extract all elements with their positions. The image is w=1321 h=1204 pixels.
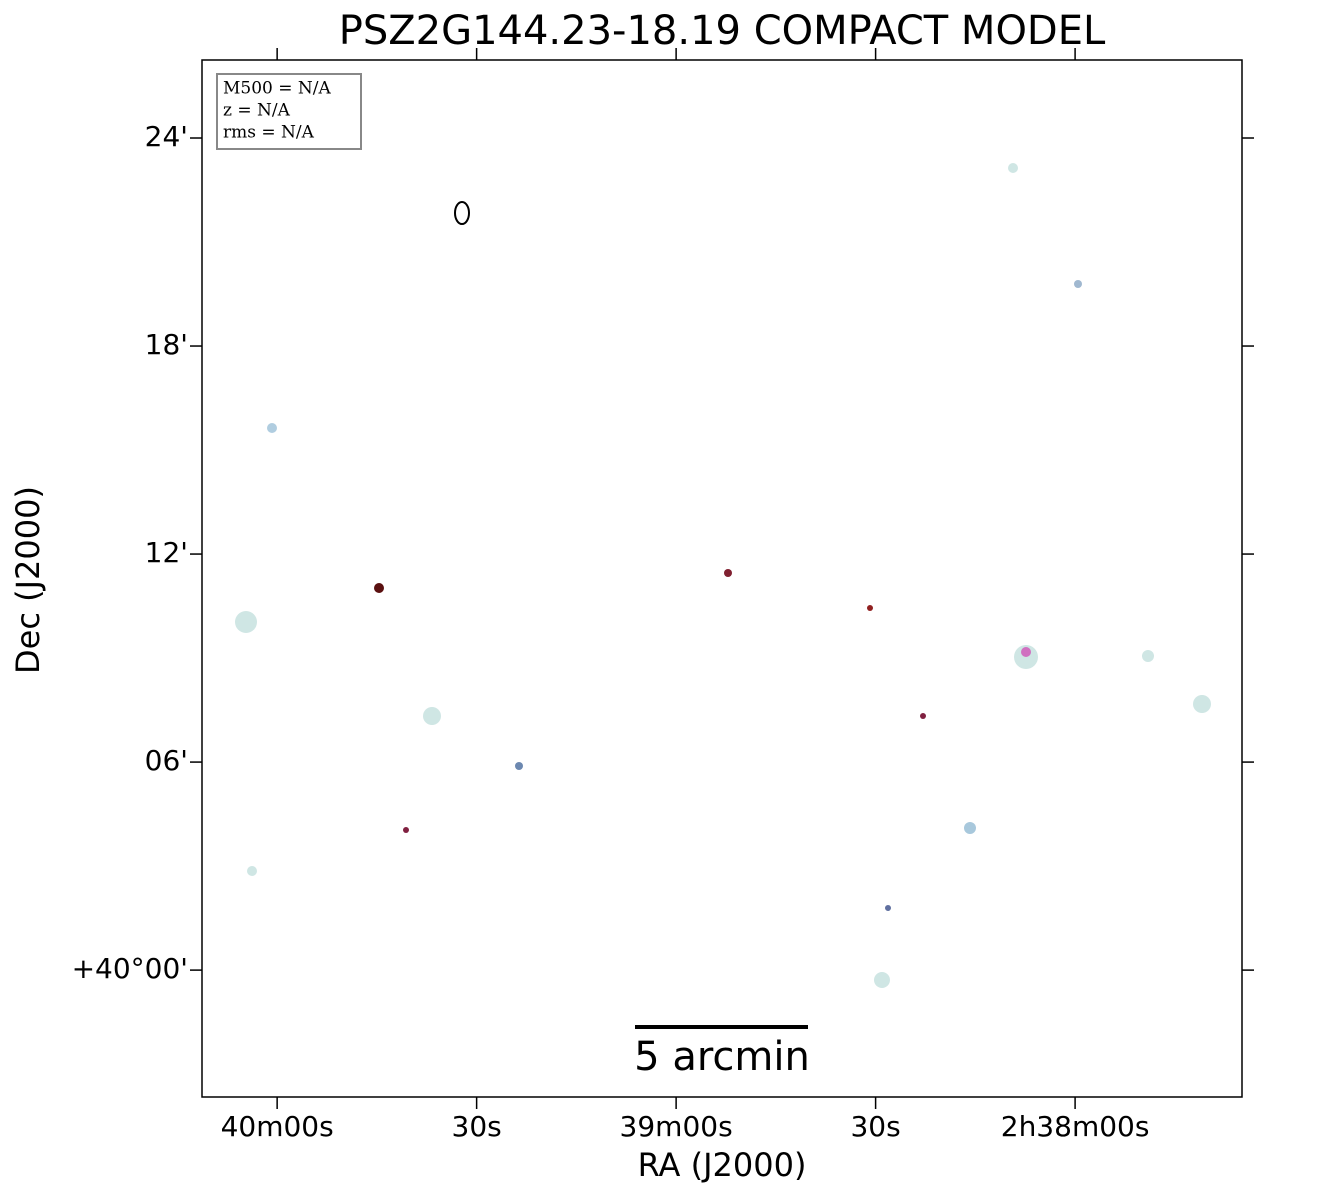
x-tick-label: 30s bbox=[850, 1110, 900, 1143]
source bbox=[724, 569, 732, 577]
source bbox=[964, 822, 976, 834]
info-line: rms = N/A bbox=[223, 123, 315, 143]
x-tick-label: 30s bbox=[452, 1110, 502, 1143]
x-tick-label: 40m00s bbox=[221, 1110, 334, 1143]
info-box bbox=[216, 73, 362, 150]
info-line: M500 = N/A bbox=[223, 79, 332, 99]
y-tick-label: +40°00' bbox=[72, 952, 188, 985]
scale-bar-label: 5 arcmin bbox=[634, 1034, 810, 1080]
source bbox=[235, 611, 257, 633]
source bbox=[423, 707, 441, 725]
source bbox=[1193, 695, 1211, 713]
source bbox=[920, 713, 926, 719]
sky-sources bbox=[235, 163, 1211, 988]
source bbox=[403, 827, 409, 833]
y-tick-label: 06' bbox=[145, 744, 188, 777]
source bbox=[1074, 280, 1082, 288]
x-tick-label: 2h38m00s bbox=[1001, 1110, 1150, 1143]
chart-title: PSZ2G144.23-18.19 COMPACT MODEL bbox=[339, 8, 1106, 54]
image-frame bbox=[201, 59, 1243, 1098]
source bbox=[374, 583, 384, 593]
source bbox=[867, 605, 873, 611]
source bbox=[1008, 163, 1018, 173]
source bbox=[454, 201, 470, 225]
source bbox=[1021, 647, 1031, 657]
y-tick-label: 12' bbox=[145, 536, 188, 569]
source bbox=[247, 866, 257, 876]
info-line: z = N/A bbox=[223, 101, 291, 121]
source bbox=[1142, 650, 1154, 662]
x-tick-label: 39m00s bbox=[620, 1110, 733, 1143]
y-tick-label: 18' bbox=[145, 328, 188, 361]
source bbox=[885, 905, 891, 911]
y-tick-label: 24' bbox=[145, 120, 188, 153]
source bbox=[515, 762, 523, 770]
source bbox=[874, 972, 890, 988]
y-axis-label: Dec (J2000) bbox=[9, 486, 47, 674]
source bbox=[267, 423, 277, 433]
x-axis-label: RA (J2000) bbox=[638, 1146, 807, 1184]
